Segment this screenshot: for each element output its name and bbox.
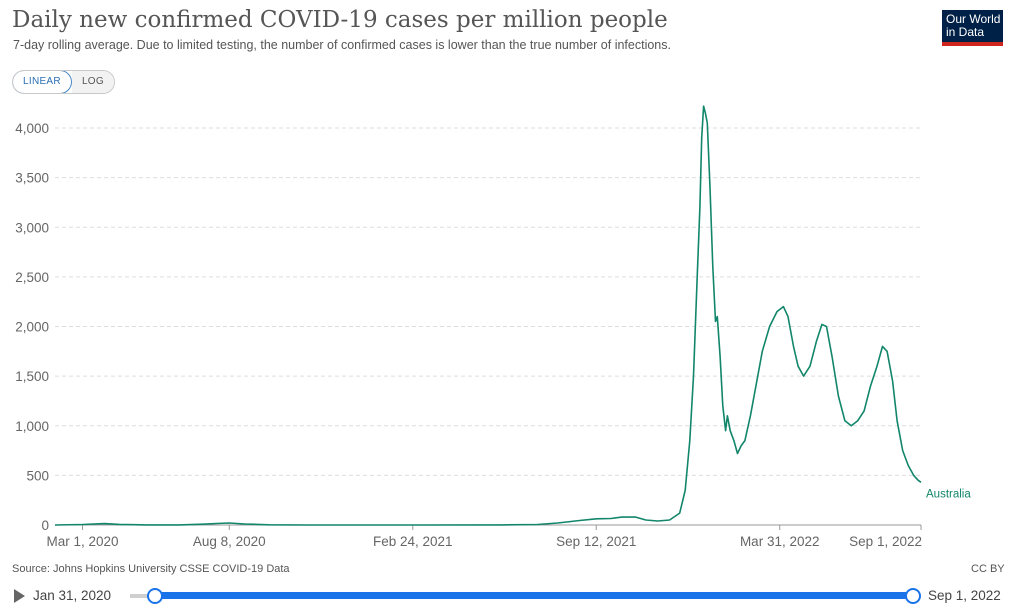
y-tick-label: 500 bbox=[26, 468, 49, 483]
series-label: Australia bbox=[926, 488, 971, 500]
y-tick-label: 3,000 bbox=[15, 220, 49, 235]
series-line[interactable] bbox=[54, 105, 922, 526]
y-tick-label: 0 bbox=[41, 518, 49, 533]
chart-subtitle: 7-day rolling average. Due to limited te… bbox=[13, 38, 671, 52]
line-chart: 05001,0001,5002,0002,5003,0003,5004,000 … bbox=[15, 105, 971, 549]
timeline-track[interactable] bbox=[130, 594, 154, 598]
log-scale-button[interactable]: LOG bbox=[71, 71, 114, 93]
linear-scale-button[interactable]: LINEAR bbox=[12, 71, 72, 93]
series-lines[interactable]: Australia bbox=[54, 105, 971, 526]
license-link[interactable]: CC BY bbox=[971, 563, 1005, 575]
timeline-end-handle[interactable] bbox=[905, 588, 921, 604]
grid-lines bbox=[55, 127, 921, 476]
x-tick-label: Aug 8, 2020 bbox=[193, 534, 266, 549]
y-tick-label: 4,000 bbox=[15, 121, 49, 136]
x-tick-label: Mar 1, 2020 bbox=[46, 534, 118, 549]
logo-line-1: Our World bbox=[946, 12, 1001, 26]
chart-title: Daily new confirmed COVID-19 cases per m… bbox=[12, 7, 668, 33]
scale-toggle: LINEAR LOG bbox=[12, 70, 115, 94]
y-tick-label: 2,500 bbox=[15, 270, 49, 285]
timeline-start-handle[interactable] bbox=[147, 588, 163, 604]
logo-line-2: in Data bbox=[946, 25, 985, 39]
timeline-selected-range[interactable] bbox=[154, 592, 913, 599]
y-tick-label: 3,500 bbox=[15, 171, 49, 186]
x-axis: Mar 1, 2020 Aug 8, 2020 Feb 24, 2021 Sep 12… bbox=[46, 524, 922, 549]
source-note[interactable]: Source: Johns Hopkins University CSSE CO… bbox=[12, 563, 290, 575]
y-tick-label: 1,500 bbox=[15, 369, 49, 384]
x-tick-label: Mar 31, 2022 bbox=[740, 534, 820, 549]
y-tick-label: 1,000 bbox=[15, 419, 49, 434]
timeline-end-label: Sep 1, 2022 bbox=[928, 588, 1001, 603]
x-tick-label: Sep 12, 2021 bbox=[556, 534, 636, 549]
y-axis: 0 500 1,000 1,500 2,000 2,500 3,000 3,500 4,000 bbox=[15, 121, 49, 533]
x-tick-label: Sep 1, 2022 bbox=[849, 534, 922, 549]
play-icon[interactable] bbox=[14, 589, 25, 603]
y-tick-label: 2,000 bbox=[15, 320, 49, 335]
x-tick-label: Feb 24, 2021 bbox=[373, 534, 453, 549]
owid-logo[interactable]: Our World in Data bbox=[942, 10, 1003, 46]
timeline-start-label: Jan 31, 2020 bbox=[33, 588, 112, 603]
